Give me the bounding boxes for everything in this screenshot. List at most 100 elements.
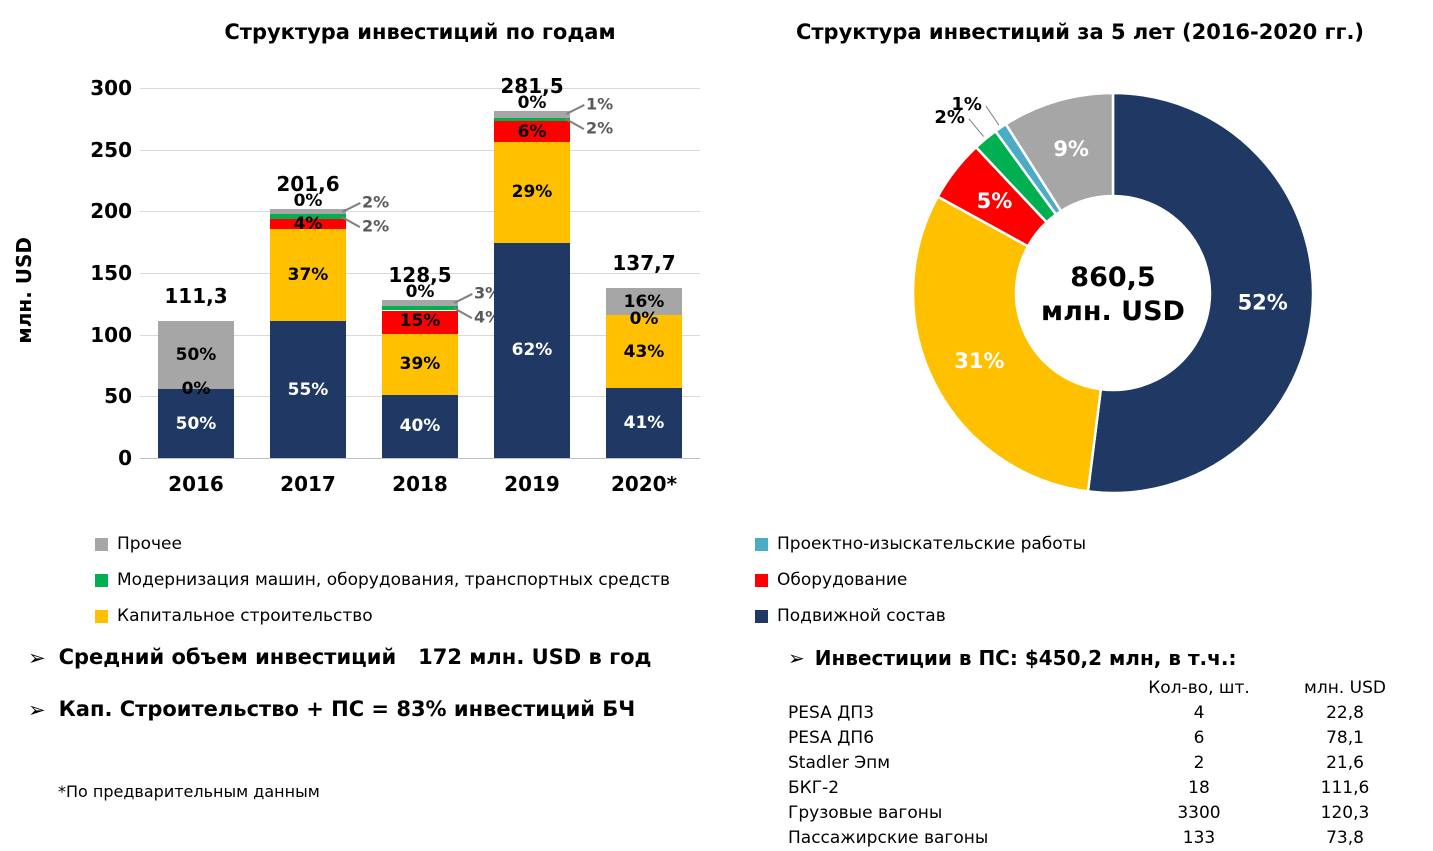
bar-callout-label: 2% [362, 216, 390, 236]
bar-top-label: 0% [293, 191, 323, 212]
legend-swatch-red [755, 573, 768, 587]
table-row: Грузовые вагоны 3300 120,3 [788, 801, 1428, 826]
footnote: *По предварительным данным [58, 782, 320, 801]
legend-item: Модернизация машин, оборудования, трансп… [95, 562, 755, 598]
y-tick-label: 0 [118, 446, 132, 470]
bar-segment-label: 55% [287, 379, 329, 400]
col-header-usd: млн. USD [1304, 678, 1386, 698]
bar-segment-green [382, 305, 458, 311]
donut-chart-title: Структура инвестиций за 5 лет (2016-2020… [795, 20, 1365, 44]
bar-segment-label: 29% [511, 182, 553, 203]
callout-leader-line [454, 292, 473, 304]
bar-segment-navy [494, 242, 570, 458]
table-cell-usd: 73,8 [1326, 828, 1364, 848]
bar-segment-gray [382, 299, 458, 306]
y-tick-label: 250 [90, 137, 132, 162]
bar-segment-label: 4% [293, 214, 323, 235]
y-tick-label: 50 [104, 384, 132, 409]
bar-segment-gray [270, 209, 346, 215]
bullet-avg-investment: ➢ Средний объем инвестиций 172 млн. USD … [28, 645, 651, 671]
table-cell-qty: 4 [1193, 703, 1205, 723]
table-cell-name: Пассажирские вагоны [788, 828, 989, 848]
bar-segment-label: 43% [623, 341, 665, 362]
callout-leader-line [566, 103, 585, 115]
col-header-name [788, 676, 1128, 701]
gridline [140, 458, 700, 459]
table-cell-name: PESA ДП3 [788, 703, 875, 723]
bullet-arrow-icon: ➢ [28, 646, 46, 670]
y-axis-title-text: млн. USD [12, 236, 36, 344]
table-row: БКГ-2 18 111,6 [788, 776, 1428, 801]
table-row: Stadler Эпм 2 21,6 [788, 751, 1428, 776]
legend-label: Модернизация машин, оборудования, трансп… [117, 570, 671, 590]
table-cell-name: Stadler Эпм [788, 753, 891, 773]
bar-top-label: 0% [405, 281, 435, 302]
table-cell-qty: 18 [1188, 778, 1210, 798]
donut-slice-label: 1% [951, 94, 982, 115]
bar-segment-label: 50% [175, 345, 217, 366]
bar-segment-navy [382, 395, 458, 458]
table-cell-name: PESA ДП6 [788, 728, 875, 748]
table-header-row: Кол-во, шт. млн. USD [788, 676, 1428, 701]
x-axis-label: 2017 [280, 472, 336, 496]
legend-label: Оборудование [777, 570, 908, 590]
bar-total-label: 281,5 [500, 73, 564, 98]
donut-slice-label: 31% [954, 349, 1004, 373]
chart-legend: Прочее Проектно-изыскательские работы Моде… [95, 526, 1086, 634]
donut-center-label: 860,5 млн. USD [1023, 261, 1203, 329]
bar-segment-yellow [382, 334, 458, 396]
legend-swatch-gray [95, 537, 108, 551]
donut-callout-line [968, 118, 984, 137]
bar-segment-label: 0% [181, 379, 211, 400]
bar-total-label: 201,6 [276, 172, 340, 197]
donut-chart: 52% 31% 5% 2%1% 9% [911, 91, 1315, 495]
x-axis-label: 2020* [610, 472, 678, 496]
donut-slice-navy [1086, 91, 1315, 495]
donut-center-value: 860,5 [1070, 262, 1156, 293]
legend-item: Проектно-изыскательские работы [755, 526, 1086, 562]
col-header-qty: Кол-во, шт. [1148, 678, 1250, 698]
legend-label: Проектно-изыскательские работы [777, 534, 1086, 554]
bar-callout-label: 2% [362, 192, 390, 212]
donut-slice-label: 5% [977, 189, 1013, 213]
table-cell-qty: 2 [1193, 753, 1205, 773]
bar-segment-red [494, 121, 570, 143]
bar-top-label: 0% [517, 92, 547, 113]
donut-center-unit: млн. USD [1041, 295, 1185, 327]
bar-segment-label: 62% [511, 340, 553, 361]
table-cell-qty: 133 [1182, 828, 1216, 848]
x-axis-label: 2019 [504, 472, 560, 496]
y-tick-label: 150 [90, 261, 132, 285]
bar-segment-green [494, 117, 570, 122]
gridline [140, 211, 700, 213]
table-row: PESA ДП3 4 22,8 [788, 701, 1428, 726]
bar-callout-label: 2% [586, 118, 614, 138]
gridline [140, 88, 700, 89]
x-axis-label: 2016 [168, 472, 224, 496]
legend-label: Прочее [117, 534, 182, 554]
bar-total-label: 111,3 [164, 283, 228, 308]
table-cell-qty: 3300 [1177, 803, 1221, 823]
legend-item: Подвижной состав [755, 598, 1086, 634]
y-tick-label: 300 [90, 76, 132, 100]
bar-total-label: 128,5 [388, 262, 452, 287]
bar-segment-label: 15% [399, 310, 441, 331]
bar-segment-label: 41% [623, 413, 665, 434]
table-cell-name: БКГ-2 [788, 778, 840, 798]
table-cell-usd: 111,6 [1320, 778, 1370, 798]
bar-segment-gray [158, 320, 234, 390]
legend-label: Подвижной состав [777, 606, 946, 626]
bar-segment-label: 40% [399, 416, 441, 437]
donut-slice-gray [1004, 91, 1115, 213]
bar-segment-navy [270, 321, 346, 458]
legend-swatch-lightblue [755, 537, 768, 551]
bullet-capex-ps: ➢ Кап. Строительство + ПС = 83% инвестиц… [28, 697, 635, 723]
legend-item: Оборудование [755, 562, 1086, 598]
ps-table-body: PESA ДП3 4 22,8 PESA ДП6 6 78,1 Stadler Эпм 2 21… [788, 701, 1428, 851]
legend-item: Капитальное строительство [95, 598, 755, 634]
bar-segment-navy [606, 388, 682, 458]
gridline [140, 273, 700, 274]
donut-slice-label: 9% [1053, 137, 1089, 161]
x-axis-label: 2018 [392, 472, 448, 496]
